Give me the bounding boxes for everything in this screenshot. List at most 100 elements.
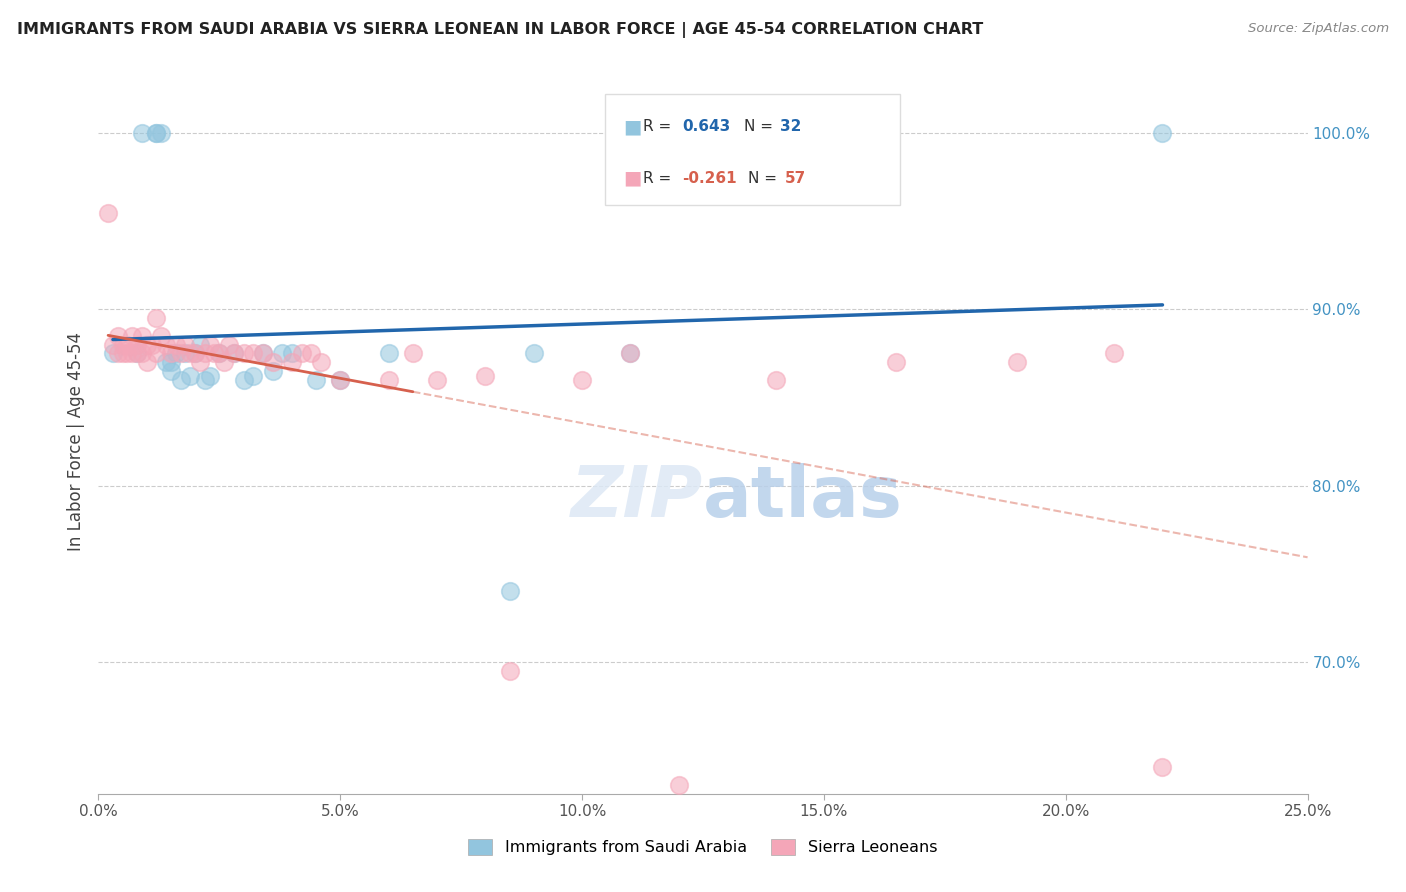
- Point: [165, 346, 187, 360]
- Point: [179, 369, 201, 384]
- Point: [150, 328, 173, 343]
- Point: [101, 346, 124, 360]
- Point: [169, 346, 191, 360]
- Text: ■: ■: [623, 169, 641, 187]
- Point: [111, 346, 134, 360]
- Point: [252, 346, 274, 360]
- Point: [377, 346, 399, 360]
- Point: [127, 346, 149, 360]
- Point: [145, 126, 167, 140]
- Point: [174, 346, 197, 360]
- Point: [117, 337, 139, 351]
- Text: R =: R =: [643, 170, 676, 186]
- Point: [309, 355, 332, 369]
- Point: [886, 355, 908, 369]
- Point: [281, 346, 304, 360]
- Point: [242, 369, 264, 384]
- Point: [668, 778, 690, 792]
- Point: [194, 346, 217, 360]
- Text: 32: 32: [780, 120, 801, 135]
- Point: [135, 355, 157, 369]
- Point: [127, 337, 149, 351]
- Point: [474, 369, 496, 384]
- Point: [111, 337, 134, 351]
- Point: [188, 355, 211, 369]
- Point: [184, 346, 207, 360]
- Point: [1007, 355, 1029, 369]
- Point: [160, 346, 183, 360]
- Point: [117, 346, 139, 360]
- Point: [1102, 346, 1125, 360]
- Text: 57: 57: [785, 170, 806, 186]
- Point: [145, 311, 167, 326]
- Point: [498, 584, 520, 599]
- Point: [619, 346, 641, 360]
- Point: [426, 373, 449, 387]
- Point: [619, 346, 641, 360]
- Point: [184, 346, 207, 360]
- Point: [169, 373, 191, 387]
- Point: [498, 664, 520, 678]
- Point: [145, 126, 167, 140]
- Point: [160, 355, 183, 369]
- Text: ■: ■: [623, 118, 641, 136]
- Point: [329, 373, 352, 387]
- Point: [131, 328, 153, 343]
- Point: [252, 346, 274, 360]
- Point: [160, 364, 183, 378]
- Point: [290, 346, 312, 360]
- Point: [208, 346, 231, 360]
- Point: [188, 337, 211, 351]
- Point: [571, 373, 593, 387]
- Point: [329, 373, 352, 387]
- Point: [208, 346, 231, 360]
- Text: -0.261: -0.261: [682, 170, 737, 186]
- Point: [402, 346, 425, 360]
- Point: [204, 346, 226, 360]
- Point: [1152, 760, 1174, 774]
- Point: [155, 355, 177, 369]
- Point: [281, 355, 304, 369]
- Point: [1152, 126, 1174, 140]
- Point: [271, 346, 294, 360]
- Point: [299, 346, 322, 360]
- Point: [135, 337, 157, 351]
- Point: [150, 126, 173, 140]
- Point: [377, 373, 399, 387]
- Point: [165, 337, 187, 351]
- Point: [97, 205, 120, 219]
- Text: IMMIGRANTS FROM SAUDI ARABIA VS SIERRA LEONEAN IN LABOR FORCE | AGE 45-54 CORREL: IMMIGRANTS FROM SAUDI ARABIA VS SIERRA L…: [17, 22, 983, 38]
- Text: R =: R =: [643, 120, 676, 135]
- Text: N =: N =: [744, 120, 778, 135]
- Point: [155, 337, 177, 351]
- Point: [141, 337, 163, 351]
- Point: [305, 373, 328, 387]
- Y-axis label: In Labor Force | Age 45-54: In Labor Force | Age 45-54: [66, 332, 84, 551]
- Point: [198, 337, 221, 351]
- Point: [198, 369, 221, 384]
- Point: [121, 346, 143, 360]
- Point: [218, 337, 240, 351]
- Point: [107, 328, 129, 343]
- Point: [174, 337, 197, 351]
- Point: [131, 346, 153, 360]
- Point: [232, 373, 254, 387]
- Point: [145, 346, 167, 360]
- Point: [262, 355, 284, 369]
- Point: [127, 346, 149, 360]
- Point: [107, 346, 129, 360]
- Point: [765, 373, 787, 387]
- Point: [121, 328, 143, 343]
- Text: 0.643: 0.643: [682, 120, 730, 135]
- Text: N =: N =: [748, 170, 782, 186]
- Point: [194, 373, 217, 387]
- Legend: Immigrants from Saudi Arabia, Sierra Leoneans: Immigrants from Saudi Arabia, Sierra Leo…: [461, 830, 945, 863]
- Point: [101, 337, 124, 351]
- Point: [262, 364, 284, 378]
- Point: [222, 346, 245, 360]
- Text: ZIP: ZIP: [571, 464, 703, 533]
- Text: Source: ZipAtlas.com: Source: ZipAtlas.com: [1249, 22, 1389, 36]
- Point: [523, 346, 546, 360]
- Point: [179, 346, 201, 360]
- Point: [242, 346, 264, 360]
